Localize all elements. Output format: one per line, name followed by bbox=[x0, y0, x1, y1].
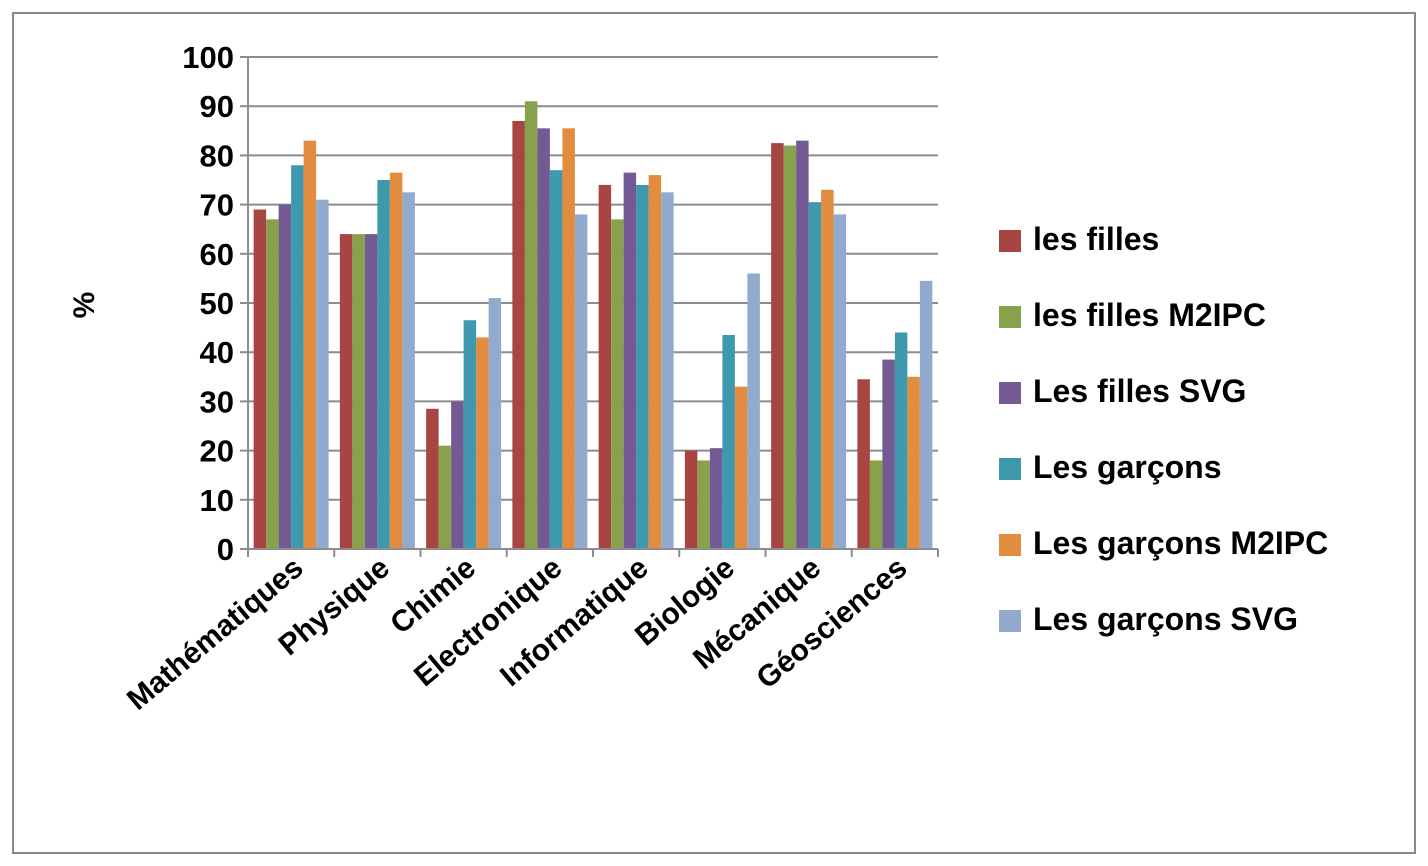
bar bbox=[377, 180, 390, 549]
bar bbox=[316, 199, 329, 549]
legend-swatch bbox=[999, 458, 1021, 480]
x-tick-label: Géosciences bbox=[750, 551, 913, 695]
y-tick-label: 20 bbox=[200, 434, 234, 469]
bar bbox=[684, 450, 698, 549]
bar bbox=[808, 202, 822, 549]
x-tick-labels: MathématiquesPhysiqueChimieElectroniqueI… bbox=[121, 551, 913, 717]
legend-swatch bbox=[999, 306, 1021, 328]
bar bbox=[339, 234, 353, 549]
legend-label: Les garçons bbox=[1033, 449, 1222, 485]
bar bbox=[623, 172, 637, 549]
bar bbox=[648, 175, 662, 549]
bar bbox=[598, 184, 612, 550]
bar bbox=[512, 120, 525, 550]
bar bbox=[549, 170, 563, 549]
bar bbox=[919, 280, 933, 549]
bars bbox=[253, 101, 933, 550]
bar bbox=[438, 445, 452, 549]
bar bbox=[734, 386, 748, 549]
bar bbox=[463, 320, 477, 549]
bar bbox=[771, 143, 784, 549]
bar bbox=[821, 189, 834, 549]
axes bbox=[240, 56, 939, 557]
legend-label: Les garçons M2IPC bbox=[1033, 525, 1328, 561]
y-axis-label: % bbox=[68, 292, 101, 319]
y-tick-label: 0 bbox=[217, 532, 234, 567]
bar bbox=[352, 234, 365, 549]
legend-label: les filles M2IPC bbox=[1033, 297, 1266, 333]
y-tick-label: 60 bbox=[200, 237, 234, 272]
bar bbox=[389, 172, 403, 549]
chart-frame: 0 10 20 30 40 50 60 70 80 90 100 Mathématiques Phys… bbox=[12, 12, 1416, 854]
bar bbox=[574, 214, 588, 549]
bar bbox=[894, 332, 908, 549]
legend-swatch bbox=[999, 230, 1021, 252]
bar bbox=[278, 204, 292, 549]
bar bbox=[537, 128, 550, 549]
x-tick-label: Electronique bbox=[408, 551, 568, 693]
bar bbox=[709, 448, 723, 549]
bar bbox=[747, 273, 760, 549]
bar bbox=[291, 165, 304, 550]
y-tick-label: 70 bbox=[200, 188, 234, 223]
legend-swatch bbox=[999, 534, 1021, 556]
bar bbox=[364, 234, 378, 549]
y-tick-label: 30 bbox=[200, 384, 234, 419]
legend-label: Les garçons SVG bbox=[1033, 601, 1298, 637]
bar bbox=[524, 101, 538, 549]
y-tick-labels: 0 10 20 30 40 50 60 70 80 90 100 bbox=[182, 40, 234, 567]
bar bbox=[636, 184, 649, 550]
y-tick-label: 90 bbox=[200, 89, 234, 124]
bar bbox=[266, 219, 279, 550]
x-tick-label: Informatique bbox=[494, 551, 654, 693]
bar bbox=[451, 401, 464, 549]
bar bbox=[907, 376, 920, 549]
bar bbox=[783, 145, 797, 549]
bar bbox=[611, 219, 624, 550]
bar bbox=[869, 460, 883, 549]
bar bbox=[796, 140, 809, 549]
y-tick-label: 100 bbox=[182, 40, 234, 75]
bar bbox=[882, 359, 895, 549]
bar bbox=[402, 192, 415, 550]
legend-swatch bbox=[999, 382, 1021, 404]
y-tick-label: 80 bbox=[200, 138, 234, 173]
y-tick-label: 40 bbox=[200, 335, 234, 370]
legend-label: Les filles SVG bbox=[1033, 373, 1246, 409]
bar bbox=[661, 192, 674, 550]
legend-label: les filles bbox=[1033, 221, 1159, 257]
bar bbox=[833, 214, 847, 549]
y-tick-label: 50 bbox=[200, 286, 234, 321]
bar bbox=[253, 209, 267, 549]
legend: les filles les filles M2IPC Les filles SVG… bbox=[999, 221, 1328, 637]
bar bbox=[426, 408, 439, 549]
bar bbox=[562, 128, 575, 549]
bar bbox=[303, 140, 317, 549]
bar bbox=[697, 460, 710, 549]
bar bbox=[722, 334, 735, 549]
legend-swatch bbox=[999, 610, 1021, 632]
bar bbox=[857, 379, 870, 549]
bar bbox=[476, 337, 489, 549]
y-tick-label: 10 bbox=[200, 483, 234, 518]
bar bbox=[488, 298, 502, 549]
grouped-bar-chart: 0 10 20 30 40 50 60 70 80 90 100 MathématiquesPhys… bbox=[68, 40, 1328, 717]
